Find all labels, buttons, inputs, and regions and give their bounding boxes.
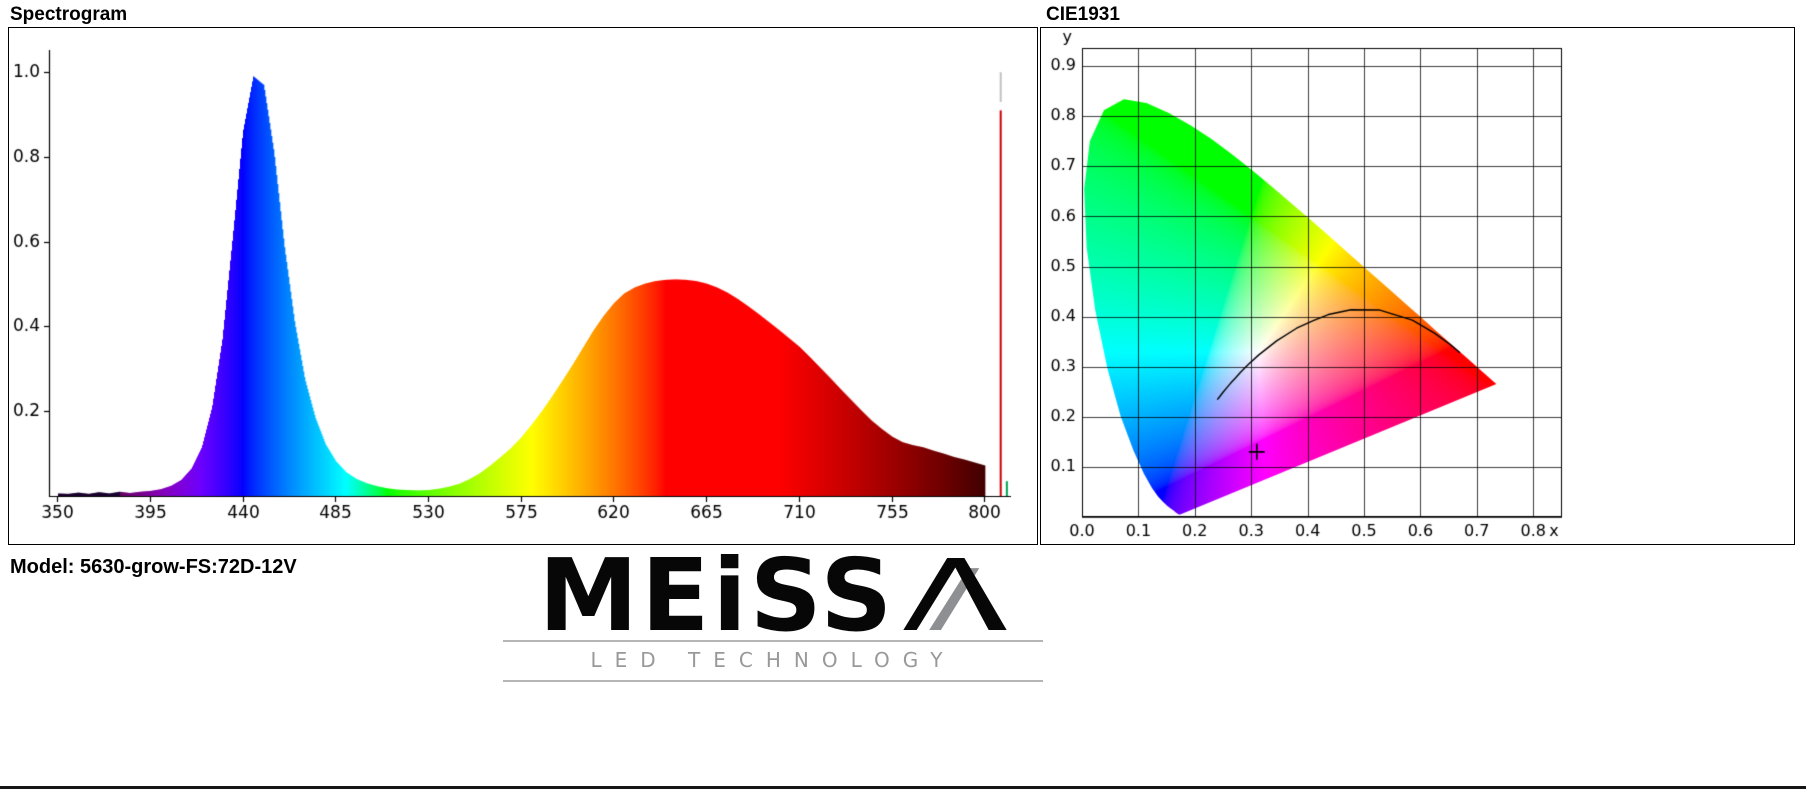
spectrogram-panel — [8, 27, 1038, 545]
spectrogram-chart — [9, 28, 1037, 544]
logo-tagline: LED TECHNOLOGY — [503, 640, 1043, 682]
meissa-logo: MEiSS LED TECHNOLOGY — [503, 546, 1043, 682]
model-label: Model: 5630-grow-FS:72D-12V — [10, 556, 297, 578]
cie-panel — [1040, 27, 1795, 545]
logo-text: MEiSS — [538, 537, 896, 654]
bottom-border-line — [0, 786, 1806, 789]
logo-a-glyph — [903, 558, 1007, 630]
logo-wordmark: MEiSS — [503, 546, 1043, 646]
cie1931-chart — [1041, 28, 1794, 544]
spectrogram-title: Spectrogram — [10, 4, 128, 25]
cie-title: CIE1931 — [1046, 4, 1120, 25]
